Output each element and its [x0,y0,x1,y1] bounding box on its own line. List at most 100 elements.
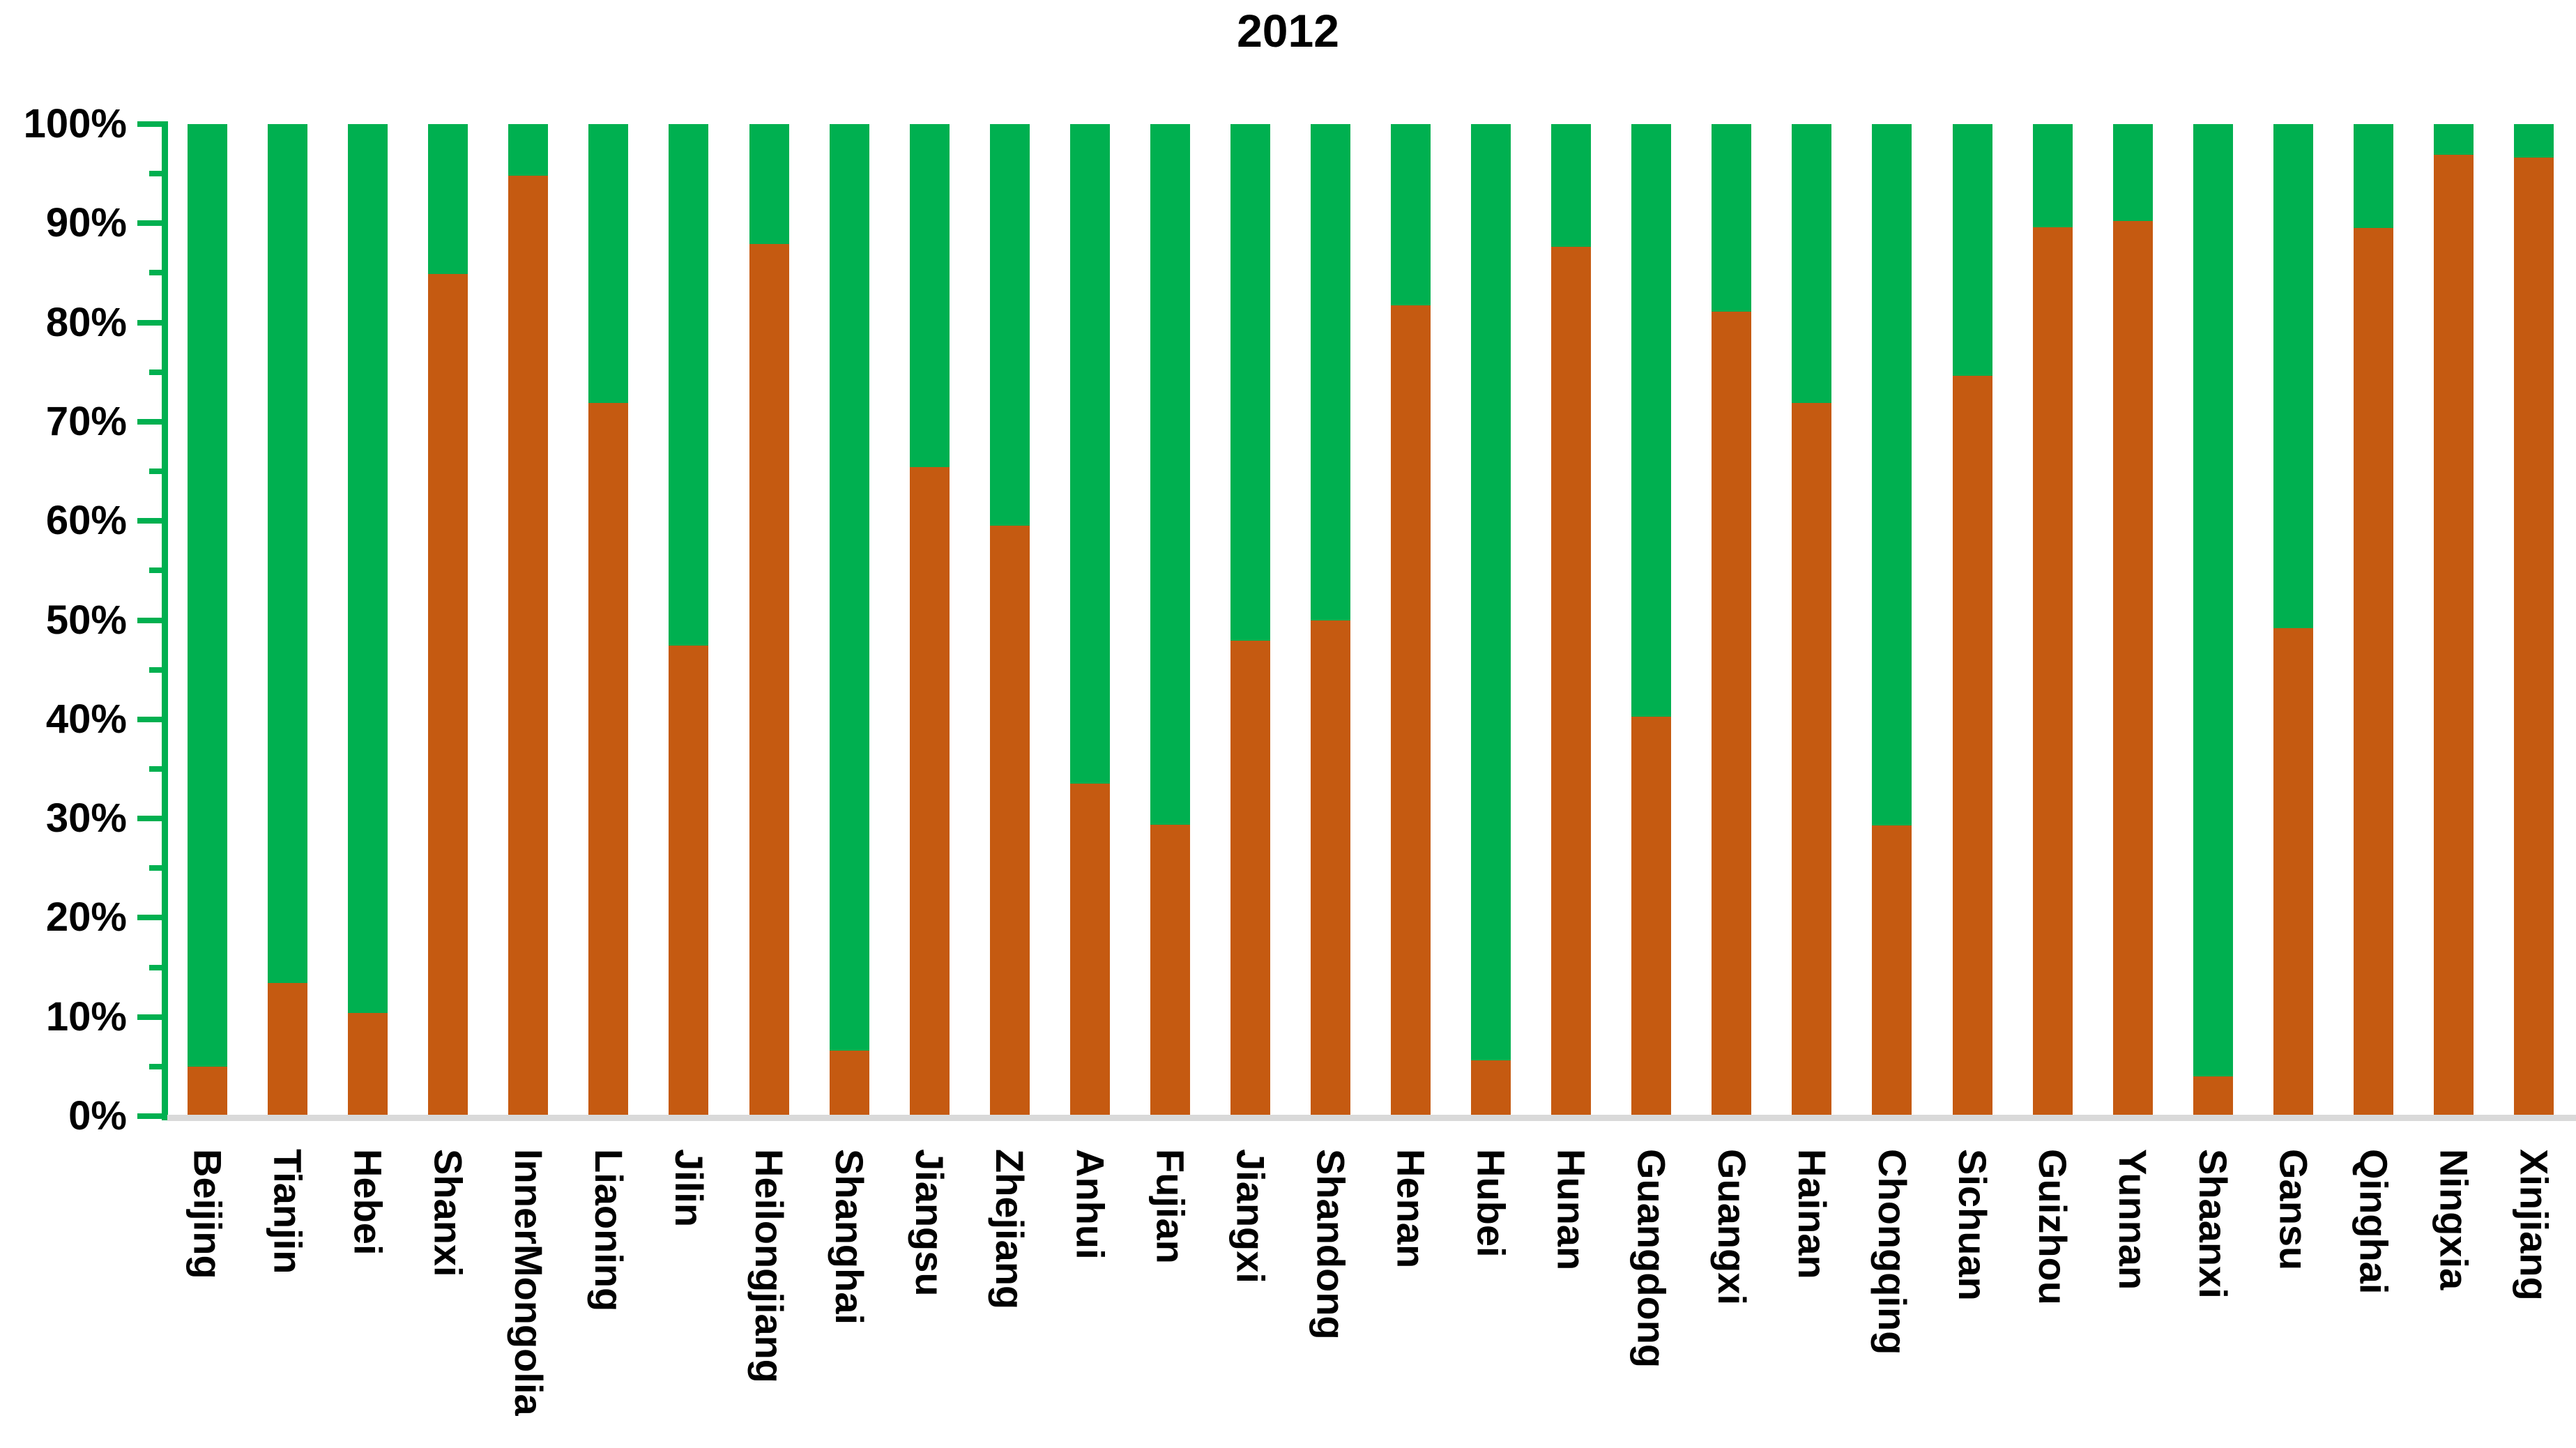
bar-InnerMongolia-green-segment [508,124,549,176]
y-minor-tick [149,171,168,177]
y-tick-label: 30% [45,795,127,841]
chart-title: 2012 [1237,5,1339,56]
x-tick-label-Hubei: Hubei [1469,1149,1514,1258]
y-minor-tick [149,369,168,375]
y-major-tick [137,121,168,127]
bar-Shanghai-green-segment [829,124,869,1051]
y-major-tick [137,418,168,425]
bar-Fujian-orange-segment [1150,824,1190,1116]
bar-Xinjiang-green-segment [2513,124,2554,158]
x-tick-label-Beijing: Beijing [185,1149,230,1279]
x-tick-label-Guangdong: Guangdong [1629,1149,1674,1369]
y-tick-label: 90% [45,200,127,246]
bar-Zhejiang-green-segment [989,124,1030,526]
bar-Hubei-orange-segment [1471,1060,1511,1116]
y-minor-tick [149,765,168,772]
bar-Henan-green-segment [1391,124,1431,306]
bar-Qinghai-orange-segment [2353,228,2393,1116]
bar-Shaanxi-green-segment [2193,124,2233,1077]
bar-Guangdong-green-segment [1631,124,1672,717]
y-tick-label: 70% [45,398,127,444]
bar-Ningxia-orange-segment [2433,155,2474,1116]
y-major-tick [137,617,168,623]
x-tick-label-InnerMongolia: InnerMongolia [506,1149,551,1416]
bar-Liaoning-orange-segment [588,402,629,1116]
y-minor-tick [149,1063,168,1069]
y-tick-label: 40% [45,696,127,742]
bar-Guangdong-orange-segment [1631,716,1672,1116]
x-tick-label-Jiangxi: Jiangxi [1228,1149,1273,1283]
y-major-tick [137,915,168,921]
bar-Guizhou-green-segment [2032,124,2073,227]
bar-Heilongjiang-green-segment [749,124,789,245]
bar-Shanghai-orange-segment [829,1051,869,1116]
y-minor-tick [149,468,168,475]
bar-InnerMongolia-orange-segment [508,175,549,1116]
bar-Jiangsu-green-segment [909,124,950,468]
y-minor-tick [149,865,168,871]
x-tick-label-Heilongjiang: Heilongjiang [747,1149,791,1383]
x-tick-label-Henan: Henan [1389,1149,1433,1269]
bar-Anhui-green-segment [1069,124,1110,784]
bar-Heilongjiang-orange-segment [749,244,789,1116]
bar-Zhejiang-orange-segment [989,526,1030,1116]
y-tick-label: 100% [23,101,127,146]
bar-Sichuan-green-segment [1952,124,1992,376]
bar-Gansu-green-segment [2273,124,2313,628]
x-tick-label-Chongqing: Chongqing [1870,1149,1914,1355]
x-tick-label-Hebei: Hebei [346,1149,390,1256]
x-tick-label-Shanxi: Shanxi [426,1149,471,1277]
bar-Guangxi-orange-segment [1712,311,1752,1116]
x-tick-label-Ningxia: Ningxia [2432,1149,2476,1290]
y-major-tick [137,319,168,326]
bar-Henan-orange-segment [1391,305,1431,1116]
bar-Yunnan-orange-segment [2112,221,2153,1116]
x-tick-label-Anhui: Anhui [1068,1149,1113,1260]
bar-Guangxi-green-segment [1712,124,1752,312]
bar-Shanxi-green-segment [428,124,468,274]
bar-Jiangxi-orange-segment [1230,641,1270,1116]
bar-Jilin-orange-segment [669,646,709,1116]
bar-Shanxi-orange-segment [428,273,468,1116]
x-tick-label-Jiangsu: Jiangsu [908,1149,952,1297]
y-major-tick [137,220,168,227]
y-major-tick [137,518,168,524]
y-tick-label: 50% [45,597,127,643]
x-tick-label-Gansu: Gansu [2271,1149,2316,1271]
x-tick-label-Sichuan: Sichuan [1951,1149,1995,1301]
y-minor-tick [149,666,168,673]
bar-Beijing-orange-segment [188,1066,228,1116]
y-minor-tick [149,964,168,970]
bar-Hebei-green-segment [348,124,388,1013]
bar-Hunan-green-segment [1551,124,1592,247]
x-tick-label-Fujian: Fujian [1148,1149,1193,1264]
bar-Beijing-green-segment [188,124,228,1067]
x-tick-label-Shanghai: Shanghai [828,1149,872,1325]
y-tick-label: 80% [45,299,127,345]
bar-Hunan-orange-segment [1551,247,1592,1116]
x-tick-label-Hunan: Hunan [1549,1149,1594,1271]
x-tick-label-Jilin: Jilin [666,1149,711,1228]
bar-Guizhou-orange-segment [2032,227,2073,1116]
x-tick-label-Guangxi: Guangxi [1709,1149,1754,1306]
bar-Anhui-orange-segment [1069,784,1110,1116]
x-tick-label-Liaoning: Liaoning [586,1149,631,1312]
y-major-tick [137,1014,168,1020]
bar-Hebei-orange-segment [348,1013,388,1116]
x-axis-baseline [167,1115,2576,1121]
bar-Jilin-green-segment [669,124,709,646]
bar-Gansu-orange-segment [2273,627,2313,1116]
y-tick-label: 60% [45,498,127,544]
bar-Xinjiang-orange-segment [2513,158,2554,1116]
y-major-tick [137,716,168,722]
bar-Hainan-orange-segment [1792,402,1832,1116]
y-major-tick [137,816,168,822]
y-tick-label: 20% [45,894,127,940]
bar-Chongqing-green-segment [1872,124,1912,826]
bar-Ningxia-green-segment [2433,124,2474,155]
bar-Chongqing-orange-segment [1872,825,1912,1116]
x-tick-label-Tianjin: Tianjin [266,1149,310,1274]
bar-Jiangxi-green-segment [1230,124,1270,641]
y-tick-label: 0% [68,1093,127,1138]
